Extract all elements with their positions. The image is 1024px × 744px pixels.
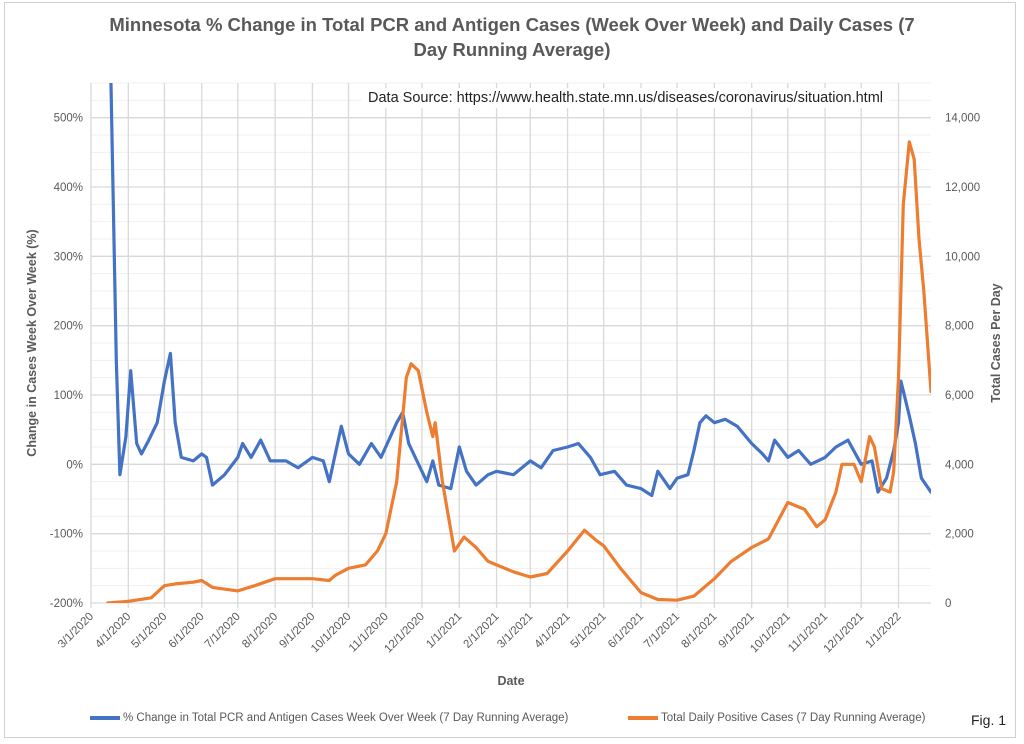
- x-tick-label: 7/1/2020: [203, 611, 243, 651]
- x-axis-title: Date: [497, 674, 524, 688]
- y2-tick-label: 8,000: [945, 321, 974, 333]
- x-tick-label: 8/1/2020: [240, 611, 280, 651]
- y-tick-label: 400%: [54, 182, 83, 194]
- legend-swatch: [628, 716, 658, 720]
- figure-label: Fig. 1: [971, 712, 1007, 728]
- chart-title: Minnesota % Change in Total PCR and Anti…: [109, 14, 915, 60]
- y2-tick-label: 4,000: [945, 459, 974, 471]
- x-tick-label: 2/1/2021: [462, 611, 502, 651]
- y-tick-label: -200%: [50, 598, 83, 610]
- legend-label: % Change in Total PCR and Antigen Cases …: [123, 712, 569, 724]
- y2-tick-label: 12,000: [945, 182, 980, 194]
- y2-axis-title: Total Cases Per Day: [989, 283, 1003, 402]
- y-tick-label: 200%: [54, 321, 83, 333]
- plot-area: [106, 83, 931, 603]
- x-tick-label: 1/1/2021: [424, 611, 464, 651]
- y2-tick-label: 14,000: [945, 113, 980, 125]
- x-tick-label: 8/1/2021: [679, 611, 719, 651]
- legend-swatch: [90, 716, 120, 720]
- x-tick-label: 6/1/2021: [606, 611, 646, 651]
- y2-tick-label: 2,000: [945, 529, 974, 541]
- x-tick-label: 6/1/2020: [167, 611, 207, 651]
- y2-tick-label: 0: [945, 598, 951, 610]
- legend-item-daily-cases: Total Daily Positive Cases (7 Day Runnin…: [628, 712, 925, 724]
- x-tick-label: 5/1/2020: [129, 611, 169, 651]
- x-tick-label: 1/1/2022: [863, 611, 903, 651]
- x-tick-label: 5/1/2021: [569, 611, 609, 651]
- chart-frame: [4, 2, 1016, 738]
- y2-tick-label: 10,000: [945, 251, 980, 263]
- x-tick-label: 3/1/2021: [495, 611, 535, 651]
- legend-label: Total Daily Positive Cases (7 Day Runnin…: [661, 712, 926, 724]
- y-tick-label: 300%: [54, 251, 83, 263]
- y-tick-label: 100%: [54, 390, 83, 402]
- y-tick-label: 0%: [66, 459, 83, 471]
- x-tick-label: 4/1/2021: [533, 611, 573, 651]
- x-tick-label: 7/1/2021: [642, 611, 682, 651]
- x-tick-label: 4/1/2020: [93, 611, 133, 651]
- data-source-annotation: Data Source: https://www.health.state.mn…: [362, 88, 889, 108]
- series-line-pct-change: [109, 83, 931, 498]
- series-line-daily-cases: [106, 140, 931, 603]
- y-axis-title: Change in Cases Week Over Week (%): [25, 229, 39, 456]
- y2-tick-label: 6,000: [945, 390, 974, 402]
- y-tick-label: -100%: [50, 529, 83, 541]
- y-tick-label: 500%: [54, 113, 83, 125]
- legend-item-pct-change: % Change in Total PCR and Antigen Cases …: [90, 712, 568, 724]
- x-tick-label: 3/1/2020: [56, 611, 96, 651]
